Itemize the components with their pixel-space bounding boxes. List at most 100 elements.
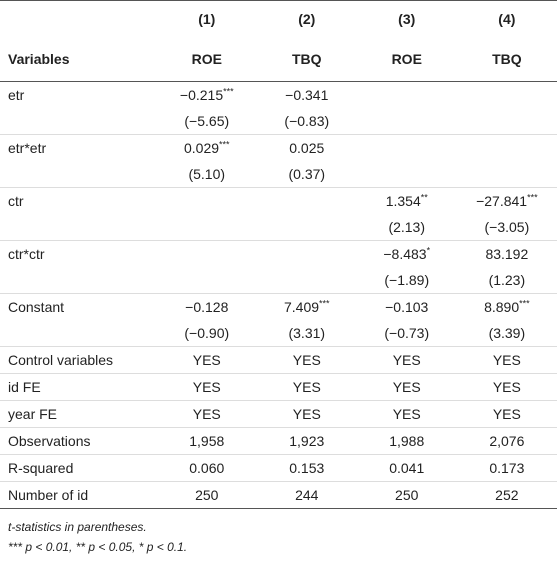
row-label: Number of id bbox=[0, 481, 157, 509]
column-outcome: ROE bbox=[356, 36, 457, 82]
row-label bbox=[0, 267, 157, 294]
t-statistic bbox=[357, 161, 457, 188]
coefficient: YES bbox=[456, 346, 557, 374]
coefficient: YES bbox=[156, 400, 257, 428]
coefficient: YES bbox=[256, 400, 357, 428]
column-number: (2) bbox=[256, 0, 357, 36]
table-row: id FE YES YES YES YES bbox=[0, 373, 557, 401]
coefficient: 2,076 bbox=[456, 427, 557, 455]
coefficient: 250 bbox=[156, 481, 257, 509]
t-statistic: (3.39) bbox=[488, 325, 526, 341]
t-statistic bbox=[357, 108, 457, 135]
coefficient: 0.041 bbox=[356, 454, 457, 482]
coefficient: 250 bbox=[356, 481, 457, 509]
table-row: (1) (2) (3) (4) bbox=[0, 0, 557, 36]
coefficient bbox=[356, 134, 457, 161]
row-label bbox=[0, 320, 157, 347]
coefficient: −0.341 bbox=[285, 87, 329, 103]
t-statistic: (−3.05) bbox=[484, 219, 530, 235]
coefficient: YES bbox=[356, 373, 457, 401]
coefficient: 1,923 bbox=[256, 427, 357, 455]
t-statistic: (−0.73) bbox=[384, 325, 430, 341]
coefficient: YES bbox=[356, 346, 457, 374]
table-row: (2.13) (−3.05) bbox=[0, 214, 557, 241]
row-label: R-squared bbox=[0, 454, 157, 482]
coefficient bbox=[457, 82, 557, 109]
coefficient: 252 bbox=[456, 481, 557, 509]
t-statistic bbox=[257, 214, 357, 241]
row-label bbox=[0, 108, 157, 135]
coefficient: 8.890*** bbox=[456, 293, 557, 320]
coefficient: YES bbox=[456, 400, 557, 428]
coefficient: −0.128 bbox=[156, 293, 257, 320]
coefficient: 244 bbox=[256, 481, 357, 509]
coefficient: 0.173 bbox=[456, 454, 557, 482]
coefficient bbox=[156, 187, 257, 214]
table-row: etr*etr 0.029*** 0.025 bbox=[0, 134, 557, 161]
coefficient: −0.103 bbox=[356, 293, 457, 320]
t-statistic: (5.10) bbox=[188, 166, 226, 182]
coefficient: 1,988 bbox=[356, 427, 457, 455]
row-label: Observations bbox=[0, 427, 157, 455]
coefficient: −27.841*** bbox=[456, 187, 557, 214]
coefficient: 0.060 bbox=[156, 454, 257, 482]
table-row: etr −0.215*** −0.341 bbox=[0, 82, 557, 109]
table-row: (−0.90) (3.31) (−0.73) (3.39) bbox=[0, 320, 557, 347]
row-label: Constant bbox=[0, 293, 157, 320]
notes: t-statistics in parentheses. *** p < 0.01… bbox=[0, 509, 557, 557]
row-label: etr*etr bbox=[0, 134, 157, 161]
note: t-statistics in parentheses. bbox=[8, 520, 147, 534]
t-statistic: (−1.89) bbox=[384, 272, 430, 288]
coefficient: 1.354** bbox=[356, 187, 457, 214]
t-statistic: (0.37) bbox=[288, 166, 326, 182]
coefficient bbox=[357, 82, 457, 109]
coefficient: 0.025 bbox=[256, 134, 357, 161]
row-label: ctr*ctr bbox=[0, 240, 157, 267]
t-statistic: (2.13) bbox=[388, 219, 426, 235]
t-statistic bbox=[157, 214, 257, 241]
column-outcome: TBQ bbox=[256, 36, 357, 82]
table-row: ctr 1.354** −27.841*** bbox=[0, 187, 557, 214]
t-statistic bbox=[157, 267, 257, 294]
row-label: Control variables bbox=[0, 346, 157, 374]
t-statistic: (−0.90) bbox=[184, 325, 230, 341]
t-statistic: (3.31) bbox=[288, 325, 326, 341]
coefficient: 7.409*** bbox=[256, 293, 357, 320]
t-statistic bbox=[257, 267, 357, 294]
table-row: (−1.89) (1.23) bbox=[0, 267, 557, 294]
coefficient bbox=[256, 240, 357, 267]
row-label: year FE bbox=[0, 400, 157, 428]
coefficient: YES bbox=[156, 346, 257, 374]
coefficient: 1,958 bbox=[156, 427, 257, 455]
header-cell bbox=[0, 0, 157, 36]
table-row: ctr*ctr −8.483* 83.192 bbox=[0, 240, 557, 267]
table-row: Number of id 250 244 250 252 bbox=[0, 481, 557, 509]
coefficient bbox=[256, 187, 357, 214]
t-statistic bbox=[457, 108, 557, 135]
column-outcome: ROE bbox=[156, 36, 257, 82]
column-number: (3) bbox=[356, 0, 457, 36]
column-number: (4) bbox=[456, 0, 557, 36]
column-number: (1) bbox=[156, 0, 257, 36]
row-label: id FE bbox=[0, 373, 157, 401]
coefficient: 0.153 bbox=[256, 454, 357, 482]
t-statistic: (1.23) bbox=[488, 272, 526, 288]
coefficient bbox=[156, 240, 257, 267]
coefficient: YES bbox=[156, 373, 257, 401]
coefficient bbox=[456, 134, 557, 161]
coefficient: YES bbox=[456, 373, 557, 401]
table-row: (5.10) (0.37) bbox=[0, 161, 557, 188]
table-row: Control variables YES YES YES YES bbox=[0, 346, 557, 374]
table-row: R-squared 0.060 0.153 0.041 0.173 bbox=[0, 454, 557, 482]
coefficient: 0.029*** bbox=[156, 134, 257, 161]
coefficient: −0.215*** bbox=[179, 86, 234, 103]
row-label bbox=[0, 214, 157, 241]
table-row: Variables ROE TBQ ROE TBQ bbox=[0, 36, 557, 82]
note: *** p < 0.01, ** p < 0.05, * p < 0.1. bbox=[8, 540, 188, 554]
t-statistic bbox=[457, 161, 557, 188]
table-row: (−5.65) (−0.83) bbox=[0, 108, 557, 135]
table-row: year FE YES YES YES YES bbox=[0, 400, 557, 428]
regression-table: (1) (2) (3) (4) Variables ROE TBQ ROE TBQ etr −0.2… bbox=[0, 0, 557, 509]
t-statistic: (−5.65) bbox=[184, 113, 230, 129]
